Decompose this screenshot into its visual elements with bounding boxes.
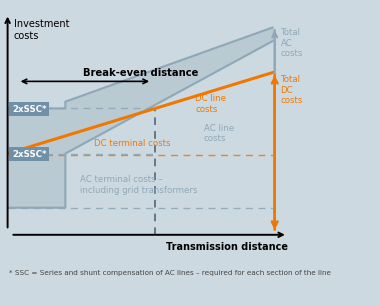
Text: 2xSSC*: 2xSSC* — [12, 105, 46, 114]
Text: Total
DC
costs: Total DC costs — [280, 76, 303, 105]
Text: DC line
costs: DC line costs — [195, 94, 226, 114]
Polygon shape — [8, 27, 273, 208]
Text: Break-even distance: Break-even distance — [83, 69, 198, 78]
Text: Investment
costs: Investment costs — [14, 19, 70, 41]
FancyBboxPatch shape — [9, 147, 49, 162]
Text: 2xSSC*: 2xSSC* — [12, 150, 46, 159]
FancyBboxPatch shape — [9, 102, 49, 116]
Text: AC terminal costs –
including grid transformers: AC terminal costs – including grid trans… — [80, 175, 197, 195]
Text: DC terminal costs: DC terminal costs — [94, 139, 171, 148]
Text: AC line
costs: AC line costs — [204, 124, 234, 143]
Text: Transmission distance: Transmission distance — [166, 242, 288, 252]
Text: Total
AC
costs: Total AC costs — [280, 28, 303, 58]
Text: * SSC = Series and shunt compensation of AC lines – required for each section of: * SSC = Series and shunt compensation of… — [9, 270, 331, 276]
